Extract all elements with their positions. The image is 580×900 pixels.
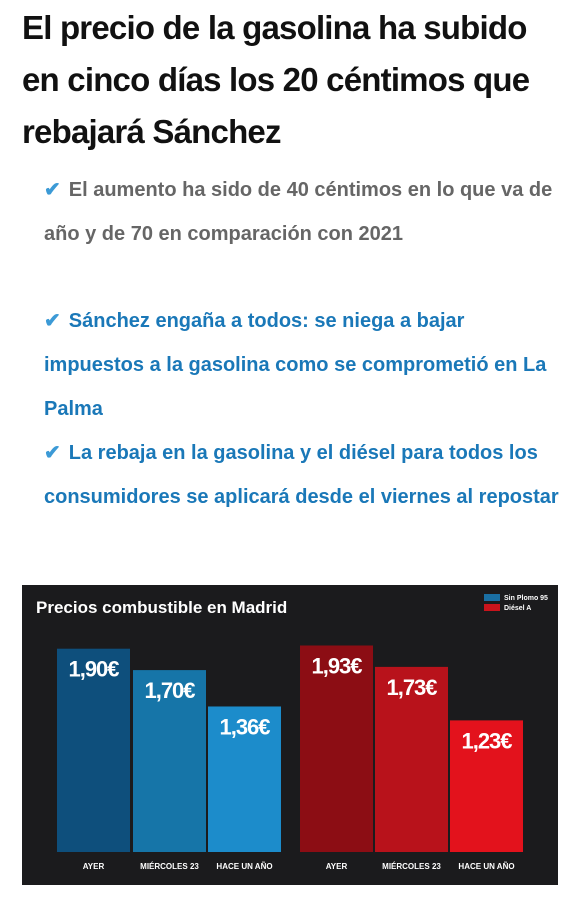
bar bbox=[300, 645, 373, 852]
category-label: MIÉRCOLES 23 bbox=[382, 862, 441, 871]
chart-title: Precios combustible en Madrid bbox=[36, 598, 287, 617]
bar bbox=[208, 706, 281, 852]
bar bbox=[375, 666, 448, 852]
legend-label: Sin Plomo 95 bbox=[504, 595, 548, 602]
category-label: AYER bbox=[326, 862, 348, 871]
bullet-text: El aumento ha sido de 40 céntimos en lo … bbox=[44, 179, 553, 245]
bar bbox=[57, 648, 130, 852]
legend-label: Diésel A bbox=[504, 605, 531, 612]
value-label: 1,93€ bbox=[311, 653, 362, 678]
bullet: ✔ El aumento ha sido de 40 céntimos en lo… bbox=[44, 179, 553, 245]
value-label: 1,36€ bbox=[219, 714, 270, 739]
bullet-link[interactable]: ✔ Sánchez engaña a todos: se niega a baja… bbox=[44, 310, 547, 420]
bullet-text[interactable]: Sánchez engaña a todos: se niega a bajar… bbox=[44, 310, 547, 420]
legend-swatch bbox=[484, 604, 500, 611]
headline: El precio de la gasolina ha subido en ci… bbox=[22, 9, 530, 150]
bar bbox=[133, 670, 206, 852]
category-label: HACE UN AÑO bbox=[458, 862, 514, 871]
legend-swatch bbox=[484, 594, 500, 601]
bullet-text[interactable]: La rebaja en la gasolina y el diésel par… bbox=[44, 442, 559, 508]
category-label: MIÉRCOLES 23 bbox=[140, 862, 199, 871]
value-label: 1,90€ bbox=[68, 657, 119, 682]
chart: Precios combustible en Madrid Sin Plomo … bbox=[22, 585, 558, 885]
value-label: 1,73€ bbox=[386, 675, 437, 700]
category-label: HACE UN AÑO bbox=[216, 862, 272, 871]
value-label: 1,23€ bbox=[461, 728, 512, 753]
bullet-link[interactable]: ✔ La rebaja en la gasolina y el diésel pa… bbox=[44, 442, 559, 508]
value-label: 1,70€ bbox=[144, 678, 195, 703]
category-label: AYER bbox=[83, 862, 105, 871]
bar bbox=[450, 720, 523, 852]
